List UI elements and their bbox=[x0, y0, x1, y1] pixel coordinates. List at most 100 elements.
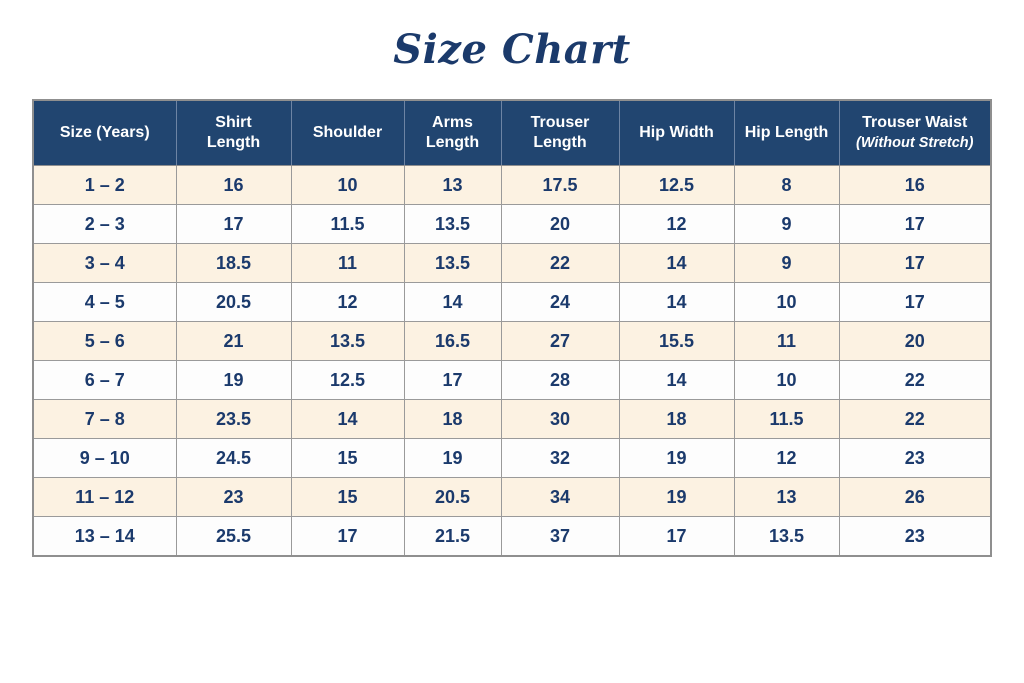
value-cell: 14 bbox=[618, 360, 735, 400]
column-header-label: Hip Width bbox=[639, 124, 714, 141]
size-cell: 7 – 8 bbox=[32, 399, 177, 439]
value-cell: 14 bbox=[618, 282, 735, 322]
page-title: Size Chart bbox=[393, 26, 631, 73]
value-cell: 13 bbox=[403, 165, 502, 205]
value-cell: 18 bbox=[618, 399, 735, 439]
value-cell: 20.5 bbox=[403, 477, 502, 517]
column-header-5: Hip Width bbox=[618, 100, 734, 166]
column-header-2: Shoulder bbox=[290, 100, 404, 166]
value-cell: 19 bbox=[403, 438, 502, 478]
column-header-label: Shirt Length bbox=[206, 114, 261, 151]
value-cell: 17 bbox=[290, 516, 405, 557]
value-cell: 20.5 bbox=[175, 282, 292, 322]
value-cell: 19 bbox=[175, 360, 292, 400]
value-cell: 13.5 bbox=[290, 321, 405, 361]
value-cell: 34 bbox=[500, 477, 620, 517]
table-row: 5 – 6 21 13.5 16.5 27 15.5 11 20 bbox=[32, 321, 992, 361]
value-cell: 18 bbox=[403, 399, 502, 439]
value-cell: 14 bbox=[618, 243, 735, 283]
column-header-label: Trouser Length bbox=[530, 114, 590, 151]
value-cell: 19 bbox=[618, 477, 735, 517]
column-header-6: Hip Length bbox=[733, 100, 839, 166]
value-cell: 17 bbox=[838, 282, 992, 322]
value-cell: 20 bbox=[500, 204, 620, 244]
value-cell: 17 bbox=[838, 243, 992, 283]
size-chart-table: Size (Years) Shirt Length Shoulder Arms Len… bbox=[32, 99, 992, 557]
value-cell: 17 bbox=[175, 204, 292, 244]
value-cell: 13.5 bbox=[403, 243, 502, 283]
value-cell: 15 bbox=[290, 477, 405, 517]
value-cell: 12.5 bbox=[618, 165, 735, 205]
column-header-sublabel: (Without Stretch) bbox=[856, 135, 974, 152]
value-cell: 18.5 bbox=[175, 243, 292, 283]
column-header-label: Trouser Waist bbox=[862, 114, 968, 132]
column-header-1: Shirt Length bbox=[175, 100, 291, 166]
value-cell: 10 bbox=[733, 282, 840, 322]
table-row: 9 – 10 24.5 15 19 32 19 12 23 bbox=[32, 438, 992, 478]
value-cell: 12.5 bbox=[290, 360, 405, 400]
column-header-7: Trouser Waist (Without Stretch) bbox=[838, 100, 991, 166]
value-cell: 10 bbox=[733, 360, 840, 400]
value-cell: 11 bbox=[733, 321, 840, 361]
size-cell: 6 – 7 bbox=[32, 360, 177, 400]
table-row: 3 – 4 18.5 11 13.5 22 14 9 17 bbox=[32, 243, 992, 283]
size-cell: 1 – 2 bbox=[32, 165, 177, 205]
value-cell: 22 bbox=[500, 243, 620, 283]
value-cell: 11 bbox=[290, 243, 405, 283]
value-cell: 14 bbox=[403, 282, 502, 322]
value-cell: 17 bbox=[838, 204, 992, 244]
column-header-0: Size (Years) bbox=[33, 100, 176, 166]
value-cell: 27 bbox=[500, 321, 620, 361]
value-cell: 25.5 bbox=[175, 516, 292, 557]
value-cell: 21.5 bbox=[403, 516, 502, 557]
value-cell: 23.5 bbox=[175, 399, 292, 439]
value-cell: 12 bbox=[290, 282, 405, 322]
value-cell: 17.5 bbox=[500, 165, 620, 205]
size-cell: 13 – 14 bbox=[32, 516, 177, 557]
table-row: 4 – 5 20.5 12 14 24 14 10 17 bbox=[32, 282, 992, 322]
value-cell: 23 bbox=[838, 438, 992, 478]
column-header-label: Arms Length bbox=[425, 114, 480, 151]
column-header-3: Arms Length bbox=[403, 100, 501, 166]
table-row: 11 – 12 23 15 20.5 34 19 13 26 bbox=[32, 477, 992, 517]
value-cell: 16 bbox=[838, 165, 992, 205]
value-cell: 10 bbox=[290, 165, 405, 205]
column-header-4: Trouser Length bbox=[500, 100, 619, 166]
header-row: Size (Years) Shirt Length Shoulder Arms Len… bbox=[33, 100, 991, 166]
size-cell: 5 – 6 bbox=[32, 321, 177, 361]
value-cell: 23 bbox=[838, 516, 992, 557]
value-cell: 14 bbox=[290, 399, 405, 439]
value-cell: 8 bbox=[733, 165, 840, 205]
column-header-label: Hip Length bbox=[744, 124, 829, 141]
value-cell: 13 bbox=[733, 477, 840, 517]
value-cell: 15.5 bbox=[618, 321, 735, 361]
value-cell: 9 bbox=[733, 243, 840, 283]
table-row: 2 – 3 17 11.5 13.5 20 12 9 17 bbox=[32, 204, 992, 244]
value-cell: 30 bbox=[500, 399, 620, 439]
value-cell: 26 bbox=[838, 477, 992, 517]
size-cell: 11 – 12 bbox=[32, 477, 177, 517]
table-body: 1 – 2 16 10 13 17.5 12.5 8 16 2 – 3 17 11.5 13.5 20 1… bbox=[32, 165, 992, 557]
value-cell: 16.5 bbox=[403, 321, 502, 361]
value-cell: 13.5 bbox=[733, 516, 840, 557]
size-cell: 4 – 5 bbox=[32, 282, 177, 322]
value-cell: 22 bbox=[838, 360, 992, 400]
value-cell: 19 bbox=[618, 438, 735, 478]
size-cell: 2 – 3 bbox=[32, 204, 177, 244]
value-cell: 11.5 bbox=[733, 399, 840, 439]
table-row: 13 – 14 25.5 17 21.5 37 17 13.5 23 bbox=[32, 516, 992, 557]
value-cell: 22 bbox=[838, 399, 992, 439]
value-cell: 37 bbox=[500, 516, 620, 557]
table-row: 7 – 8 23.5 14 18 30 18 11.5 22 bbox=[32, 399, 992, 439]
value-cell: 20 bbox=[838, 321, 992, 361]
table-row: 1 – 2 16 10 13 17.5 12.5 8 16 bbox=[32, 165, 992, 205]
value-cell: 32 bbox=[500, 438, 620, 478]
column-header-label: Shoulder bbox=[312, 124, 383, 141]
value-cell: 23 bbox=[175, 477, 292, 517]
value-cell: 24.5 bbox=[175, 438, 292, 478]
value-cell: 17 bbox=[618, 516, 735, 557]
value-cell: 24 bbox=[500, 282, 620, 322]
value-cell: 11.5 bbox=[290, 204, 405, 244]
size-cell: 3 – 4 bbox=[32, 243, 177, 283]
